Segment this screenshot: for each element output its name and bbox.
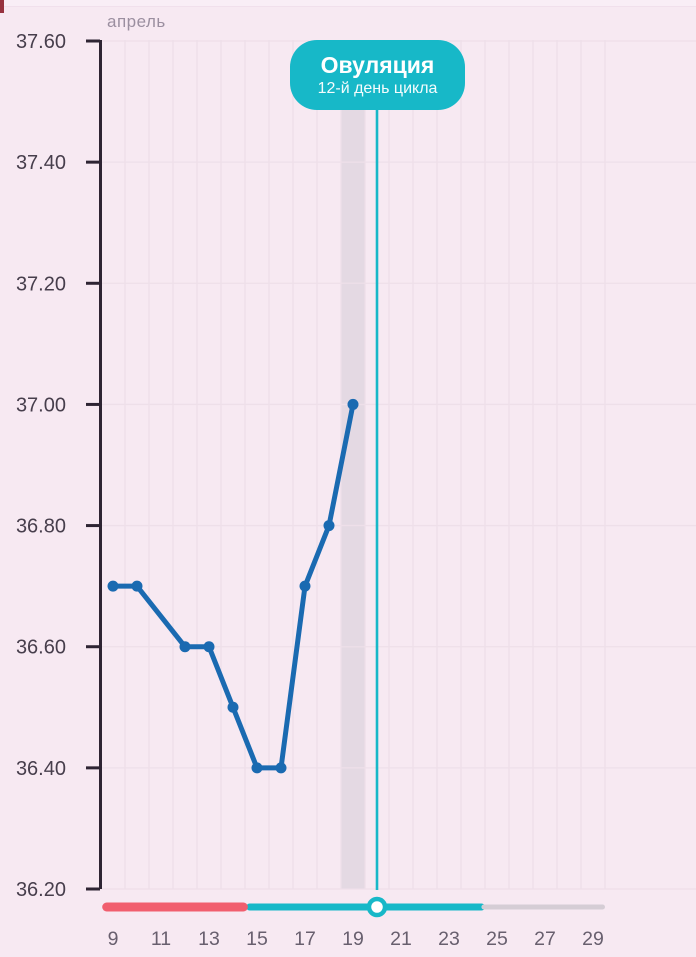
ovulation-tooltip-subtitle: 12-й день цикла bbox=[317, 79, 438, 97]
top-strip bbox=[0, 0, 696, 7]
temperature-point bbox=[107, 580, 119, 592]
x-tick-label: 27 bbox=[534, 928, 556, 950]
y-tick-label: 36.40 bbox=[16, 758, 66, 780]
y-tick-label: 37.60 bbox=[16, 31, 66, 53]
cycle-slider-segment-gray[interactable] bbox=[481, 904, 605, 910]
x-tick-label: 9 bbox=[108, 928, 119, 950]
y-tick-label: 36.80 bbox=[16, 516, 66, 538]
x-tick-label: 15 bbox=[246, 928, 268, 950]
ovulation-tooltip-title: Овуляция bbox=[320, 51, 435, 78]
x-tick-label: 17 bbox=[294, 928, 316, 950]
temperature-point bbox=[179, 641, 191, 653]
y-tick-label: 37.40 bbox=[16, 152, 66, 174]
temperature-line bbox=[110, 401, 356, 771]
temperature-point bbox=[251, 762, 263, 774]
cycle-slider-thumb[interactable] bbox=[366, 896, 388, 918]
y-tick-label: 36.20 bbox=[16, 879, 66, 901]
ovulation-highlight-band bbox=[341, 40, 365, 889]
month-label: апрель bbox=[107, 12, 166, 31]
x-tick-label: 23 bbox=[438, 928, 460, 950]
x-tick-label: 25 bbox=[486, 928, 508, 950]
y-tick-label: 37.00 bbox=[16, 394, 66, 416]
temperature-point bbox=[131, 580, 143, 592]
x-tick-label: 13 bbox=[198, 928, 220, 950]
temperature-point bbox=[347, 398, 359, 410]
temperature-point bbox=[275, 762, 287, 774]
temperature-point bbox=[203, 641, 215, 653]
cycle-slider-segment-teal[interactable] bbox=[246, 903, 485, 911]
ovulation-tooltip[interactable]: Овуляция 12-й день цикла bbox=[290, 40, 465, 110]
corner-mark bbox=[0, 0, 4, 13]
x-tick-label: 29 bbox=[582, 928, 604, 950]
x-tick-label: 19 bbox=[342, 928, 364, 950]
temperature-point bbox=[299, 580, 311, 592]
temperature-point bbox=[227, 701, 239, 713]
temperature-point bbox=[323, 520, 335, 532]
cycle-slider-segment-red[interactable] bbox=[102, 902, 248, 912]
x-tick-label: 21 bbox=[390, 928, 412, 950]
x-tick-label: 11 bbox=[151, 928, 171, 950]
y-tick-label: 36.60 bbox=[16, 637, 66, 659]
y-tick-label: 37.20 bbox=[16, 273, 66, 295]
